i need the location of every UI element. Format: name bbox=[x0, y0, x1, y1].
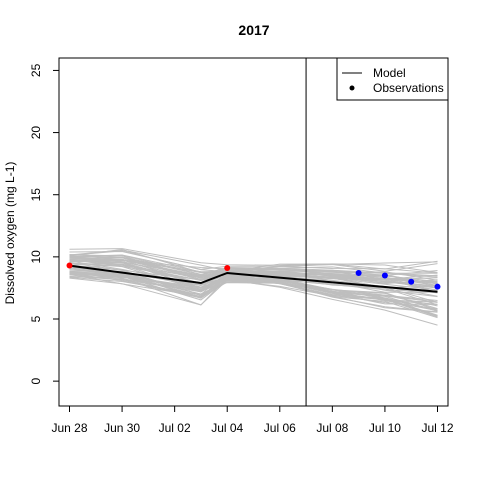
x-axis: Jun 28 Jun 30 Jul 02 Jul 04 Jul 06 Jul 08 Jul … bbox=[51, 405, 454, 435]
y-axis-title: Dissolved oxygen (mg L-1) bbox=[3, 162, 17, 305]
x-tick-label: Jun 28 bbox=[51, 421, 87, 435]
y-tick-label: 15 bbox=[29, 188, 43, 202]
legend: Model Observations bbox=[336, 57, 449, 101]
y-tick-label: 25 bbox=[29, 63, 43, 77]
ensemble-member-line bbox=[69, 272, 438, 303]
ensemble-members bbox=[69, 248, 438, 326]
y-axis: 0 5 10 15 20 25 bbox=[29, 63, 60, 384]
model-mean-path bbox=[69, 264, 438, 293]
plot-frame bbox=[58, 57, 449, 407]
ensemble-member-line bbox=[69, 250, 438, 270]
ensemble-member-line bbox=[69, 276, 438, 313]
legend-box bbox=[336, 57, 449, 101]
observation-point bbox=[434, 283, 441, 290]
ensemble-member-line bbox=[69, 273, 438, 310]
observation-point bbox=[408, 278, 415, 285]
legend-observations-swatch bbox=[349, 85, 355, 91]
ensemble-member-line bbox=[69, 256, 438, 285]
x-tick-label: Jul 08 bbox=[316, 421, 348, 435]
y-tick-label: 20 bbox=[29, 126, 43, 140]
x-tick-label: Jul 02 bbox=[159, 421, 191, 435]
ensemble-member-line bbox=[69, 248, 438, 273]
x-tick-label: Jul 12 bbox=[421, 421, 453, 435]
y-tick-label: 0 bbox=[29, 377, 43, 384]
ensemble-member-line bbox=[69, 273, 438, 310]
observation-point bbox=[66, 262, 73, 269]
ensemble-member-line bbox=[69, 249, 438, 272]
x-tick-label: Jun 30 bbox=[104, 421, 140, 435]
model-mean-line bbox=[69, 264, 438, 293]
y-tick-label: 10 bbox=[29, 250, 43, 264]
chart-title: 2017 bbox=[238, 22, 269, 38]
legend-model-label: Model bbox=[373, 66, 406, 80]
x-tick-label: Jul 04 bbox=[211, 421, 243, 435]
observation-point bbox=[355, 270, 362, 277]
legend-observations-label: Observations bbox=[373, 81, 444, 95]
x-tick-label: Jul 10 bbox=[369, 421, 401, 435]
observation-point bbox=[381, 272, 388, 279]
observation-points bbox=[66, 262, 441, 290]
ensemble-member-line bbox=[69, 271, 438, 312]
ensemble-member-line bbox=[69, 257, 438, 281]
observation-point bbox=[224, 265, 231, 272]
y-tick-label: 5 bbox=[29, 315, 43, 322]
x-tick-label: Jul 06 bbox=[264, 421, 296, 435]
